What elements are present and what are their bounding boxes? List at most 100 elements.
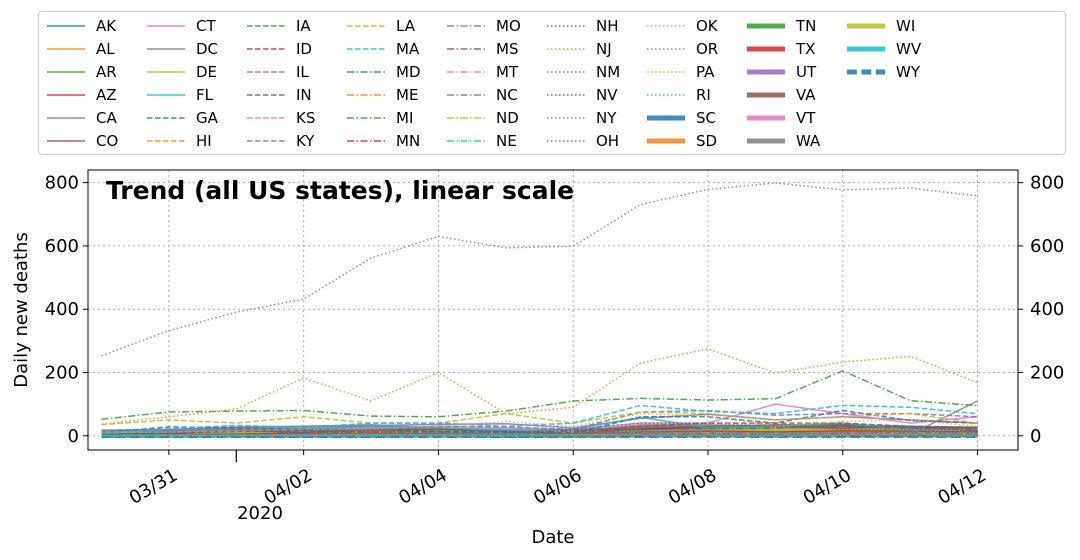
plot-area [88, 170, 1018, 450]
legend-item-in: IN [246, 83, 312, 106]
legend-swatch [147, 24, 185, 27]
y-tick-label: 0 [68, 426, 79, 447]
legend-swatch [547, 139, 585, 142]
series-line-nj [101, 348, 978, 425]
legend-swatch [247, 24, 285, 27]
legend-label: VA [796, 85, 816, 104]
legend-label: NE [496, 131, 517, 150]
legend-label: WV [896, 39, 922, 58]
x-year-label: 2020 [237, 503, 283, 524]
legend-label: DC [196, 39, 219, 58]
legend-item-ri: RI [646, 83, 711, 106]
legend-item-ms: MS [446, 37, 518, 60]
series-line-nc [101, 431, 978, 437]
legend-label: LA [396, 16, 415, 35]
legend-swatch [647, 24, 685, 27]
legend-label: IN [296, 85, 312, 104]
legend-label: NV [596, 85, 618, 104]
legend-swatch [47, 47, 85, 50]
legend-swatch [447, 116, 485, 119]
legend-item-ut: UT [746, 60, 816, 83]
legend-item-ak: AK [46, 14, 116, 37]
legend-item-tx: TX [746, 37, 815, 60]
legend-label: SD [696, 131, 718, 150]
x-tick-label: 04/10 [800, 465, 855, 509]
legend-swatch [147, 93, 185, 96]
legend-label: AK [96, 16, 117, 35]
legend-label: NH [596, 16, 619, 35]
series-line-md [101, 425, 978, 436]
legend-item-pa: PA [646, 60, 714, 83]
legend-swatch [447, 47, 485, 50]
chart-title: Trend (all US states), linear scale [106, 176, 574, 205]
legend-swatch [447, 93, 485, 96]
series-line-ma [101, 404, 978, 434]
legend-label: KY [296, 131, 315, 150]
series-line-il [101, 409, 978, 434]
legend-swatch [447, 70, 485, 73]
legend-label: FL [196, 85, 213, 104]
legend-swatch [347, 139, 385, 142]
legend-item-nh: NH [546, 14, 619, 37]
legend-label: TX [796, 39, 816, 58]
legend-swatch [847, 46, 885, 51]
legend-swatch [147, 139, 185, 142]
legend-swatch [747, 92, 785, 97]
legend-swatch [347, 24, 385, 27]
legend-label: DE [196, 62, 218, 81]
legend-item-co: CO [46, 129, 118, 152]
legend-item-ma: MA [346, 37, 419, 60]
legend-label: ND [496, 108, 519, 127]
legend-swatch [647, 93, 685, 96]
legend-item-mt: MT [446, 60, 518, 83]
y-tick-label: 800 [45, 173, 79, 194]
legend-swatch [447, 24, 485, 27]
legend-label: MT [496, 62, 519, 81]
legend-item-ky: KY [246, 129, 314, 152]
legend-item-il: IL [246, 60, 309, 83]
legend-label: ME [396, 85, 419, 104]
series-lines [101, 182, 978, 439]
legend-swatch [47, 24, 85, 27]
legend-item-de: DE [146, 60, 217, 83]
legend-label: MO [496, 16, 521, 35]
plot-frame [87, 169, 1019, 451]
legend-item-oh: OH [546, 129, 619, 152]
legend-label: MI [396, 108, 414, 127]
legend-label: NM [596, 62, 621, 81]
legend-swatch [147, 116, 185, 119]
legend-label: AR [96, 62, 117, 81]
legend: AK AL AR AZ CA CO CT DC DE FL GA HI IA ID IL IN KS KY LA MA… [38, 11, 1066, 155]
legend-label: AZ [96, 85, 117, 104]
y-tick-label: 400 [45, 299, 79, 320]
legend-item-ct: CT [146, 14, 216, 37]
legend-item-me: ME [346, 83, 418, 106]
legend-swatch [247, 93, 285, 96]
legend-swatch [347, 47, 385, 50]
series-line-ny [101, 182, 978, 357]
legend-swatch [647, 47, 685, 50]
legend-item-ar: AR [46, 60, 117, 83]
series-line-ca [101, 413, 978, 431]
legend-swatch [547, 116, 585, 119]
legend-swatch [647, 70, 685, 73]
legend-label: WI [896, 16, 916, 35]
legend-item-nc: NC [446, 83, 518, 106]
legend-swatch [847, 23, 885, 28]
legend-swatch [247, 47, 285, 50]
legend-swatch [247, 70, 285, 73]
legend-swatch [347, 70, 385, 73]
legend-item-ok: OK [646, 14, 718, 37]
legend-item-mn: MN [346, 129, 420, 152]
legend-label: NJ [596, 39, 612, 58]
legend-swatch [47, 139, 85, 142]
legend-label: HI [196, 131, 212, 150]
legend-swatch [247, 139, 285, 142]
legend-item-or: OR [646, 37, 718, 60]
x-tick-label: 04/12 [934, 465, 989, 509]
legend-label: ID [296, 39, 312, 58]
legend-swatch [747, 69, 785, 74]
legend-swatch [747, 115, 785, 120]
legend-swatch [247, 116, 285, 119]
